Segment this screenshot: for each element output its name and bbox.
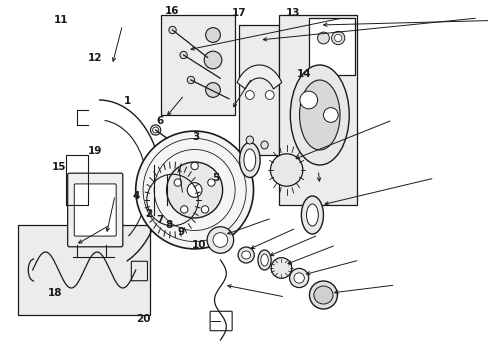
- Text: 5: 5: [212, 173, 219, 183]
- Text: 20: 20: [136, 314, 151, 324]
- Ellipse shape: [245, 136, 253, 144]
- Text: 18: 18: [48, 288, 62, 298]
- Circle shape: [270, 154, 302, 186]
- Ellipse shape: [239, 143, 260, 177]
- Text: 6: 6: [156, 116, 163, 126]
- Circle shape: [331, 31, 344, 45]
- Circle shape: [168, 26, 176, 34]
- Text: 13: 13: [285, 8, 300, 18]
- Ellipse shape: [244, 149, 255, 171]
- Circle shape: [207, 179, 215, 186]
- Circle shape: [187, 76, 194, 84]
- Ellipse shape: [306, 204, 318, 226]
- Circle shape: [187, 183, 202, 197]
- Circle shape: [271, 258, 291, 278]
- Text: 15: 15: [52, 162, 66, 172]
- Circle shape: [205, 83, 220, 97]
- Ellipse shape: [290, 65, 348, 165]
- Ellipse shape: [260, 141, 268, 149]
- Polygon shape: [237, 65, 281, 89]
- Text: 14: 14: [296, 69, 310, 79]
- Text: 8: 8: [165, 220, 172, 230]
- Bar: [238, 25, 279, 155]
- Text: 7: 7: [156, 215, 163, 225]
- Text: 2: 2: [145, 209, 152, 219]
- Circle shape: [150, 125, 161, 135]
- Circle shape: [136, 131, 253, 249]
- Text: 12: 12: [87, 53, 102, 63]
- FancyBboxPatch shape: [67, 173, 122, 247]
- Circle shape: [190, 162, 198, 170]
- Circle shape: [166, 162, 222, 218]
- Text: 19: 19: [88, 146, 102, 156]
- FancyBboxPatch shape: [74, 184, 116, 236]
- Text: 11: 11: [54, 15, 69, 25]
- Ellipse shape: [299, 80, 339, 150]
- Circle shape: [213, 233, 227, 247]
- Circle shape: [204, 51, 222, 69]
- Circle shape: [289, 269, 308, 288]
- Circle shape: [265, 91, 274, 99]
- Text: 10: 10: [192, 240, 206, 250]
- Circle shape: [201, 206, 208, 213]
- Circle shape: [205, 28, 220, 42]
- Circle shape: [245, 91, 254, 99]
- Ellipse shape: [257, 250, 271, 270]
- Ellipse shape: [313, 286, 332, 304]
- Circle shape: [180, 206, 187, 213]
- Bar: [161, 15, 235, 115]
- Ellipse shape: [241, 251, 250, 259]
- Ellipse shape: [309, 281, 337, 309]
- Circle shape: [323, 108, 338, 122]
- Circle shape: [334, 34, 341, 42]
- Text: 16: 16: [165, 6, 179, 16]
- Ellipse shape: [260, 254, 268, 266]
- Text: 9: 9: [178, 227, 184, 237]
- Circle shape: [207, 227, 233, 253]
- Bar: [18, 225, 150, 315]
- Text: 4: 4: [132, 191, 140, 201]
- Circle shape: [152, 127, 158, 133]
- Ellipse shape: [238, 247, 254, 263]
- Bar: [308, 18, 354, 75]
- Bar: [279, 15, 356, 205]
- Text: 3: 3: [192, 132, 199, 142]
- Ellipse shape: [301, 196, 323, 234]
- Circle shape: [174, 179, 181, 186]
- Circle shape: [293, 273, 304, 283]
- Circle shape: [317, 32, 329, 44]
- Circle shape: [299, 91, 317, 109]
- Text: 17: 17: [231, 8, 246, 18]
- Text: 1: 1: [123, 96, 131, 106]
- Circle shape: [180, 51, 187, 59]
